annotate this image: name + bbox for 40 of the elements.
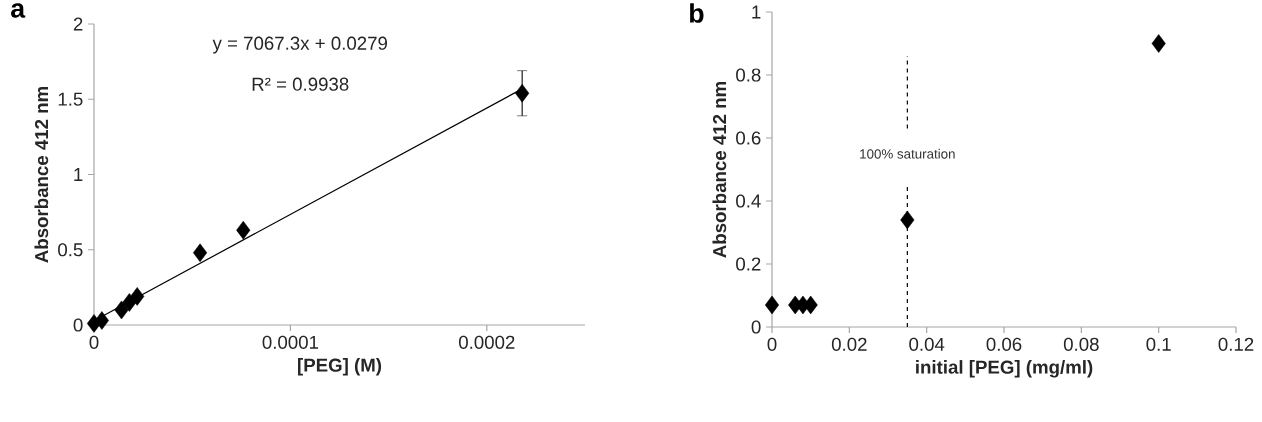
x-tick-label: 0.02	[831, 337, 867, 351]
y-tick-label: 0.5	[58, 243, 83, 257]
y-axis-title: Absorbance 412 nm	[712, 81, 727, 258]
point	[764, 295, 780, 315]
x-tick-label: 0	[89, 335, 99, 349]
y-axis-title: Absorbance 412 nm	[34, 86, 49, 263]
x-tick-label: 0.0001	[262, 335, 319, 349]
point	[803, 295, 818, 315]
x-tick-label: 0.04	[909, 337, 945, 351]
y-tick-label: 1	[74, 168, 83, 181]
x-axis-title: [PEG] (M)	[298, 358, 382, 376]
x-tick-label: 0.1	[1146, 337, 1171, 351]
point	[130, 287, 145, 306]
x-tick-label: 0.06	[986, 337, 1022, 351]
x-tick-label: 0.0002	[458, 335, 515, 349]
point	[236, 220, 251, 240]
chart-title: a	[11, 3, 26, 18]
y-tick-label: 1	[752, 5, 761, 19]
x-tick-label: 0	[767, 337, 777, 351]
y-tick-label: 0	[751, 320, 761, 334]
x-tick-label: 0.08	[1063, 337, 1099, 351]
point	[515, 83, 530, 103]
x-tick-label: 0.12	[1218, 337, 1254, 351]
y-tick-label: 2	[73, 17, 83, 31]
y-tick-label: 0.6	[736, 131, 761, 145]
y-tick-label: 1.5	[58, 92, 83, 106]
point	[900, 210, 915, 230]
annotation: y = 7067.3x + 0.0279	[212, 36, 388, 54]
y-tick-label: 0	[73, 318, 83, 332]
point	[114, 300, 129, 320]
y-tick-label: 0.4	[736, 194, 761, 208]
point	[193, 243, 208, 263]
chart-title: b	[690, 3, 704, 23]
annotation: R² = 0.9938	[252, 77, 349, 91]
point	[1151, 34, 1166, 53]
y-tick-label: 0.8	[736, 68, 761, 82]
y-tick-label: 0.2	[736, 257, 761, 271]
ref-line-label: 100% saturation	[860, 148, 955, 159]
point	[94, 311, 109, 330]
x-axis-title: initial [PEG] (mg/ml)	[916, 360, 1093, 378]
